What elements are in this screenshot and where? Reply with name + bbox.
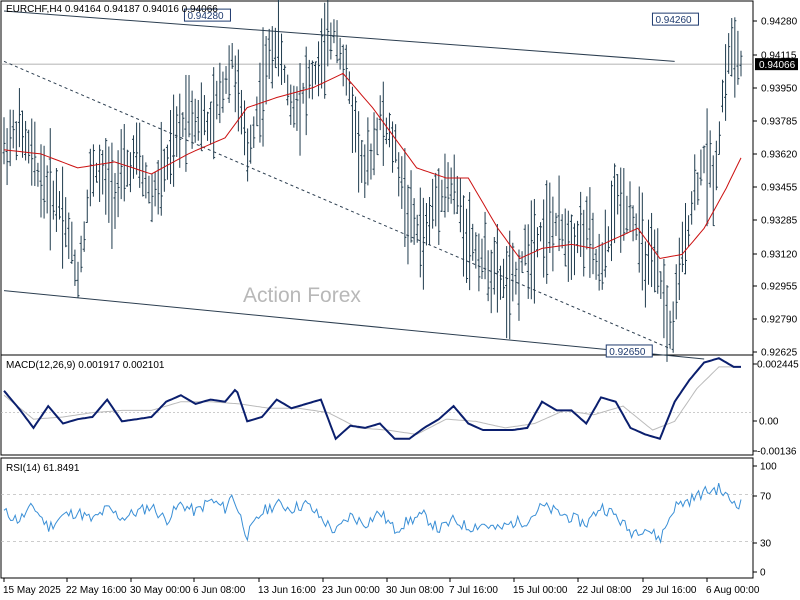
current-price-label: 0.94066 [759, 60, 796, 71]
rsi-title: RSI(14) 61.8491 [6, 463, 80, 474]
x-axis-label: 13 Jun 16:00 [258, 585, 316, 596]
price-axis-label: 0.93285 [761, 216, 798, 227]
annotation-label: 0.92650 [609, 347, 646, 358]
price-axis-label: 0.93950 [761, 84, 798, 95]
dashed-trend-line [3, 60, 672, 350]
price-axis-label: 0.94280 [761, 17, 798, 28]
macd-signal-line [3, 366, 741, 435]
axes-layer: 0.94280 0.94115 0.93950 0.93785 0.93620 0.934… [3, 17, 799, 597]
x-axis-label: 15 Jul 00:00 [513, 585, 568, 596]
annotation-box [183, 8, 231, 22]
macd-title: MACD(12,26,9) 0.001917 0.002101 [6, 360, 165, 371]
rsi-axis-label: 0 [760, 568, 766, 579]
price-layer: 0.94280 0.94260 0.92650 [1, 0, 753, 362]
current-price-marker [755, 58, 798, 71]
rsi-axis-label: 30 [760, 539, 772, 550]
x-axis-label: 15 May 2025 [3, 585, 61, 596]
upper-channel-line [3, 10, 675, 62]
x-axis-label: 29 Jul 16:00 [642, 585, 697, 596]
price-annotation: 0.94260 [651, 12, 699, 26]
rsi-line [3, 482, 742, 545]
macd-axis-label: 0.002445 [757, 360, 799, 371]
price-pane [0, 0, 754, 356]
annotation-box [651, 12, 699, 26]
price-axis-label: 0.92955 [761, 282, 798, 293]
price-axis-label: 0.94115 [761, 51, 797, 62]
x-axis-label: 7 Jul 16:00 [449, 585, 498, 596]
rsi-axis-label: 100 [760, 462, 777, 473]
macd-line [3, 357, 741, 441]
rsi-layer [1, 482, 753, 545]
rsi-pane [0, 457, 754, 579]
macd-layer [1, 357, 753, 441]
lower-channel-line [3, 290, 705, 360]
annotation-label: 0.94260 [655, 15, 692, 26]
macd-axis-label: 0.00 [759, 417, 779, 428]
moving-average-line [3, 72, 742, 260]
annotation-label: 0.94280 [187, 11, 224, 22]
price-axis-label: 0.92625 [761, 348, 798, 359]
x-axis-label: 6 Aug 00:00 [706, 585, 760, 596]
price-axis-label: 0.93620 [761, 150, 798, 161]
x-axis-label: 22 Jul 08:00 [577, 585, 632, 596]
price-annotation: 0.92650 [605, 344, 653, 358]
macd-axis-label: -0.00136 [757, 447, 797, 458]
annotation-box [605, 344, 653, 358]
x-axis-label: 23 Jun 00:00 [322, 585, 380, 596]
price-axis-label: 0.93455 [761, 183, 798, 194]
x-axis-label: 22 May 16:00 [66, 585, 127, 596]
x-axis-label: 6 Jun 08:00 [193, 585, 246, 596]
x-axis-label: 30 May 00:00 [130, 585, 191, 596]
price-axis-label: 0.93120 [761, 250, 798, 261]
price-annotation: 0.94280 [183, 8, 231, 22]
price-axis-label: 0.93785 [761, 117, 798, 128]
macd-pane [0, 354, 754, 456]
watermark: Action Forex [243, 284, 361, 307]
x-axis-label: 30 Jun 08:00 [386, 585, 444, 596]
rsi-axis-label: 70 [760, 492, 772, 503]
price-axis-label: 0.92790 [761, 315, 798, 326]
price-title: EURCHF,H4 0.94164 0.94187 0.94016 0.9406… [6, 4, 218, 15]
